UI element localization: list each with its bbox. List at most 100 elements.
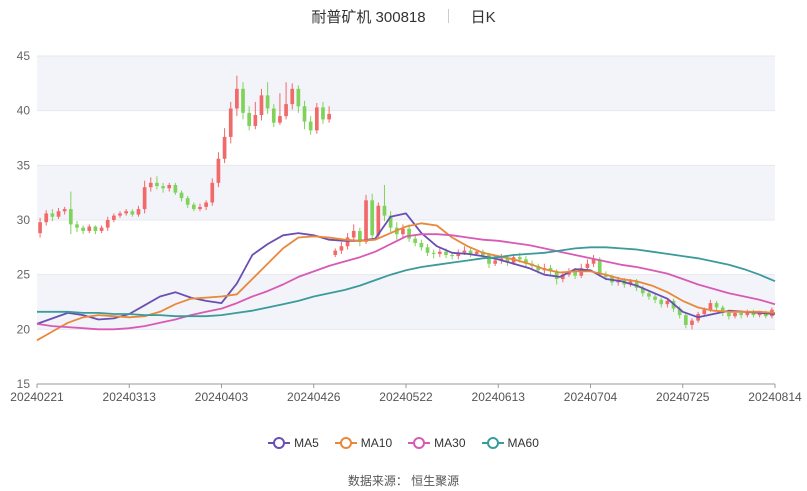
candle-body bbox=[763, 312, 768, 317]
candle-body bbox=[179, 192, 184, 199]
candle-down bbox=[68, 191, 73, 235]
candle-body bbox=[50, 213, 55, 217]
candle-up bbox=[216, 152, 221, 188]
candle-body bbox=[604, 274, 608, 277]
candle-body bbox=[278, 116, 282, 123]
candle-body bbox=[235, 88, 239, 109]
candle-down bbox=[382, 185, 387, 222]
legend-item-ma60[interactable]: MA60 bbox=[481, 436, 539, 450]
legend-item-ma10[interactable]: MA10 bbox=[334, 436, 392, 450]
candle-up bbox=[105, 216, 110, 231]
candle-body bbox=[185, 198, 190, 205]
candle-up bbox=[99, 225, 104, 234]
candle-body bbox=[118, 213, 122, 216]
candle-body bbox=[597, 259, 602, 275]
candle-body bbox=[124, 211, 129, 214]
candle-down bbox=[271, 104, 276, 128]
candle-down bbox=[191, 202, 196, 212]
candle-body bbox=[167, 185, 172, 189]
candle-up bbox=[44, 210, 49, 226]
y-tick-label: 40 bbox=[17, 104, 31, 118]
candle-body bbox=[634, 281, 639, 288]
candle-down bbox=[431, 249, 436, 259]
candle-up bbox=[167, 182, 172, 192]
candle-body bbox=[745, 311, 750, 316]
candle-body bbox=[437, 251, 442, 254]
candle-body bbox=[105, 220, 110, 228]
candle-down bbox=[468, 247, 473, 258]
candle-body bbox=[585, 263, 590, 269]
candle-body bbox=[308, 121, 313, 131]
legend-item-ma30[interactable]: MA30 bbox=[408, 436, 466, 450]
ma30-line bbox=[36, 233, 776, 331]
candle-down bbox=[653, 294, 657, 304]
candle-body bbox=[419, 242, 424, 248]
candle-body bbox=[468, 250, 473, 254]
candle-up bbox=[235, 75, 239, 117]
candle-up bbox=[437, 248, 442, 258]
candle-body bbox=[388, 215, 393, 228]
candle-down bbox=[413, 235, 418, 247]
candle-body bbox=[628, 281, 633, 285]
candle-down bbox=[487, 252, 491, 269]
candle-up bbox=[204, 200, 208, 211]
candle-up bbox=[591, 254, 596, 268]
candle-up bbox=[376, 202, 381, 239]
candle-up bbox=[284, 82, 288, 120]
x-axis: 20240221 20240313 20240403 20240426 20240522… bbox=[10, 383, 802, 404]
ma10-line bbox=[36, 222, 776, 342]
candle-body bbox=[155, 182, 159, 187]
candle-up bbox=[339, 241, 344, 254]
candle-down bbox=[179, 190, 184, 202]
x-tick-label: 20240613 bbox=[472, 390, 526, 404]
legend-marker bbox=[481, 437, 504, 449]
candle-body bbox=[462, 250, 467, 253]
candle-body bbox=[474, 251, 479, 254]
title-separator bbox=[447, 9, 449, 23]
candle-body bbox=[739, 312, 744, 316]
candle-body bbox=[142, 187, 147, 210]
candle-down bbox=[407, 224, 411, 242]
candle-body bbox=[148, 182, 153, 188]
candle-down bbox=[50, 209, 55, 222]
candle-up bbox=[327, 106, 331, 123]
candle-down bbox=[155, 176, 159, 190]
candle-body bbox=[68, 209, 73, 225]
candle-up bbox=[87, 224, 92, 234]
candle-body bbox=[640, 287, 645, 294]
candle-body bbox=[733, 312, 737, 317]
candle-down bbox=[302, 100, 307, 130]
legend-item-ma5[interactable]: MA5 bbox=[268, 436, 319, 450]
candle-body bbox=[302, 106, 307, 122]
candle-down bbox=[425, 244, 430, 257]
grid-band bbox=[37, 56, 775, 111]
candle-body bbox=[198, 206, 202, 210]
candle-body bbox=[284, 104, 288, 117]
candle-body bbox=[93, 226, 98, 231]
candle-body bbox=[228, 108, 233, 137]
candle-down bbox=[647, 291, 651, 300]
candle-down bbox=[265, 82, 270, 114]
candle-body bbox=[62, 209, 67, 212]
candle-body bbox=[216, 158, 221, 183]
candle-down bbox=[524, 256, 528, 268]
candle-up bbox=[118, 211, 122, 218]
candle-down bbox=[241, 82, 245, 120]
candle-up bbox=[136, 205, 141, 217]
ma60-line bbox=[37, 246, 776, 318]
candle-body bbox=[130, 211, 135, 215]
candle-body bbox=[339, 246, 344, 251]
candle-up bbox=[198, 203, 202, 212]
grid-bands bbox=[37, 56, 775, 330]
candle-down bbox=[93, 225, 98, 235]
legend-label: MA60 bbox=[507, 436, 539, 450]
candle-down bbox=[185, 195, 190, 208]
x-tick-label: 20240704 bbox=[564, 390, 618, 404]
candle-down bbox=[173, 182, 178, 195]
candle-up bbox=[290, 83, 295, 110]
candle-body bbox=[702, 309, 707, 315]
candle-body bbox=[382, 205, 387, 216]
candle-body bbox=[493, 260, 498, 264]
candle-body bbox=[296, 88, 301, 107]
